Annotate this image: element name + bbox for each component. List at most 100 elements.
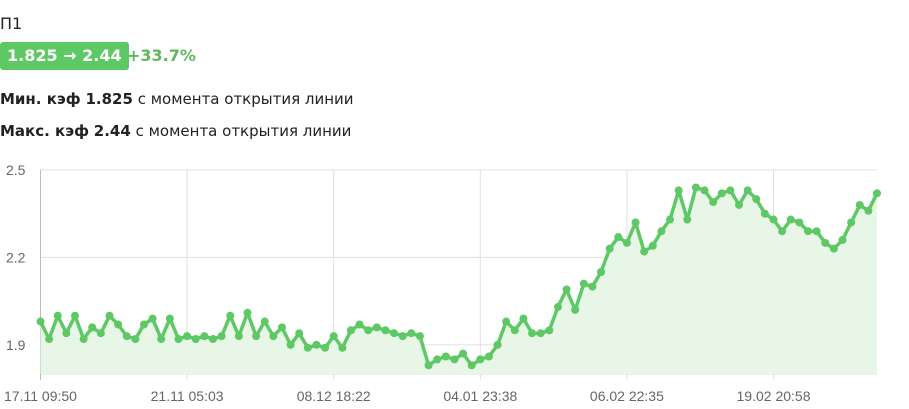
data-point xyxy=(553,302,562,311)
data-point xyxy=(226,311,235,320)
odds-change-badge: 1.825 → 2.44 xyxy=(0,42,129,70)
data-point xyxy=(53,311,62,320)
data-point xyxy=(519,314,528,323)
data-point xyxy=(605,244,614,253)
data-point xyxy=(277,323,286,332)
data-point xyxy=(165,314,174,323)
data-point xyxy=(424,361,433,370)
data-point xyxy=(148,314,157,323)
data-point xyxy=(545,326,554,335)
data-point xyxy=(260,317,269,326)
y-tick-label: 2.2 xyxy=(6,249,26,265)
data-point xyxy=(312,340,321,349)
data-point xyxy=(286,340,295,349)
data-point xyxy=(269,332,278,341)
x-tick-label: 04.01 23:38 xyxy=(443,388,517,404)
data-point xyxy=(364,326,373,335)
max-label: Макс. кэф xyxy=(0,122,89,140)
data-point xyxy=(131,335,140,344)
data-point xyxy=(622,238,631,247)
data-point xyxy=(510,326,519,335)
y-tick-label: 1.9 xyxy=(6,337,26,353)
data-point xyxy=(752,195,761,204)
data-point xyxy=(864,206,873,215)
series-area xyxy=(40,187,877,374)
data-point xyxy=(743,186,752,195)
data-point xyxy=(381,326,390,335)
data-point xyxy=(433,355,442,364)
data-point xyxy=(847,218,856,227)
max-suffix: с момента открытия линии xyxy=(135,122,352,140)
data-point xyxy=(562,285,571,294)
data-point xyxy=(372,323,381,332)
max-odds-info: Макс. кэф 2.44 с момента открытия линии xyxy=(0,122,351,140)
data-point xyxy=(657,227,666,236)
data-point xyxy=(502,317,511,326)
data-point xyxy=(588,282,597,291)
data-point xyxy=(674,186,683,195)
min-suffix: с момента открытия линии xyxy=(137,90,354,108)
data-point xyxy=(114,320,123,329)
data-point xyxy=(355,320,364,329)
data-point xyxy=(760,209,769,218)
min-value: 1.825 xyxy=(85,90,133,108)
data-point xyxy=(79,335,88,344)
min-label: Мин. кэф xyxy=(0,90,81,108)
data-point xyxy=(614,233,623,242)
data-point xyxy=(855,200,864,209)
data-point xyxy=(450,355,459,364)
data-point xyxy=(812,227,821,236)
data-point xyxy=(234,332,243,341)
data-point xyxy=(122,332,131,341)
data-point xyxy=(321,343,330,352)
data-point xyxy=(476,355,485,364)
data-point xyxy=(208,335,217,344)
data-point xyxy=(62,329,71,338)
data-point xyxy=(804,227,813,236)
data-point xyxy=(829,244,838,253)
data-point xyxy=(415,332,424,341)
data-point xyxy=(139,320,148,329)
data-point xyxy=(786,215,795,224)
x-tick-label: 21.11 05:03 xyxy=(151,388,224,404)
data-point xyxy=(640,247,649,256)
data-point xyxy=(243,308,252,317)
data-point xyxy=(183,332,192,341)
data-point xyxy=(838,235,847,244)
data-point xyxy=(398,332,407,341)
data-point xyxy=(252,332,261,341)
data-point xyxy=(571,305,580,314)
data-point xyxy=(536,329,545,338)
data-point xyxy=(217,332,226,341)
data-point xyxy=(597,268,606,276)
data-point xyxy=(303,343,312,352)
data-point xyxy=(338,343,347,352)
data-point xyxy=(441,352,450,361)
data-point xyxy=(157,335,166,344)
data-point xyxy=(821,238,830,247)
data-point xyxy=(105,311,114,320)
data-point xyxy=(346,326,355,335)
data-point xyxy=(778,227,787,236)
data-point xyxy=(528,329,537,338)
x-tick-label: 17.11 09:50 xyxy=(4,388,77,404)
data-point xyxy=(873,189,881,198)
max-value: 2.44 xyxy=(93,122,131,140)
data-point xyxy=(45,335,54,344)
data-point xyxy=(484,352,493,361)
data-point xyxy=(191,335,200,344)
data-point xyxy=(295,329,304,338)
x-tick-label: 08.12 18:22 xyxy=(297,388,371,404)
x-tick-label: 06.02 22:35 xyxy=(590,388,664,404)
data-point xyxy=(769,215,778,224)
data-point xyxy=(459,349,468,358)
data-point xyxy=(579,279,588,288)
odds-change-percent: +33.7% xyxy=(127,46,196,65)
data-point xyxy=(200,332,209,341)
data-point xyxy=(70,311,79,320)
y-tick-label: 2.5 xyxy=(6,162,26,178)
data-point xyxy=(36,317,45,326)
data-point xyxy=(735,200,744,209)
min-odds-info: Мин. кэф 1.825 с момента открытия линии xyxy=(0,90,354,108)
data-point xyxy=(390,329,399,338)
